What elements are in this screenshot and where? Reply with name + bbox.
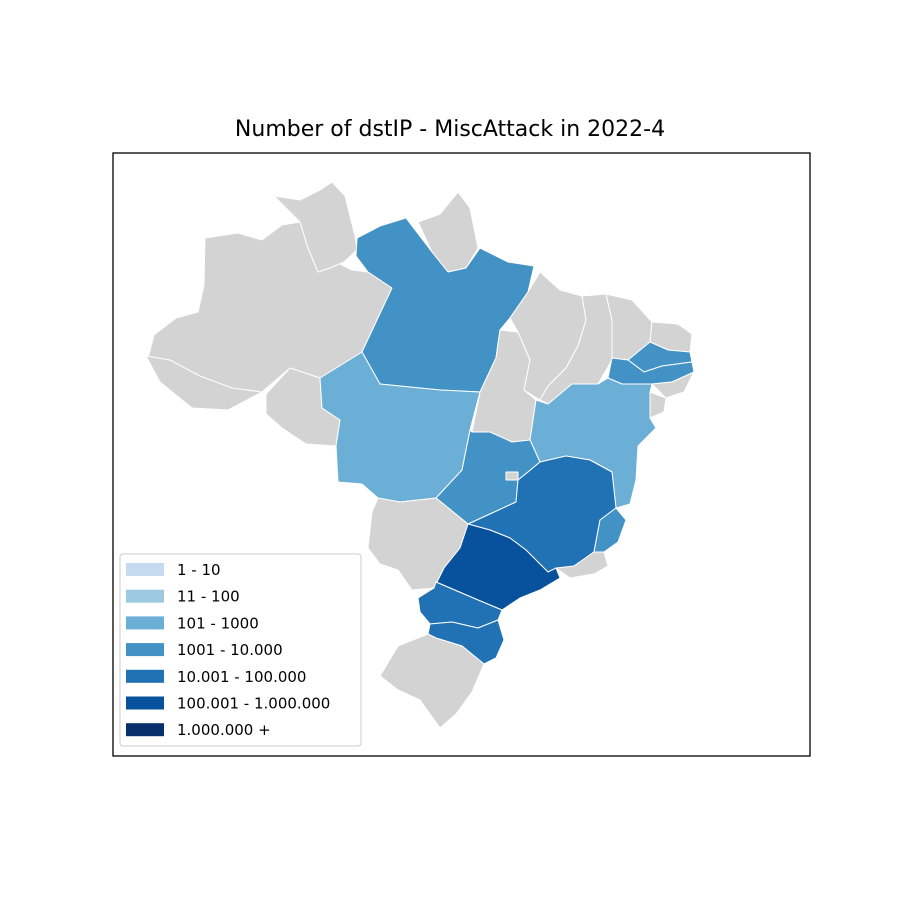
legend-label: 1.000.000 + — [177, 721, 271, 739]
legend-swatch — [126, 669, 164, 683]
region-ac[interactable] — [145, 355, 263, 411]
region-al[interactable] — [651, 371, 695, 399]
state-layer — [145, 181, 695, 729]
region-rr[interactable] — [273, 181, 358, 273]
legend-box — [119, 553, 362, 747]
map-title: Number of dstIP - MiscAttack in 2022-4 — [234, 117, 666, 142]
region-rs[interactable] — [379, 633, 485, 729]
legend-swatch — [126, 696, 164, 710]
legend-swatch — [126, 643, 164, 657]
legend-label: 10.001 - 100.000 — [177, 668, 306, 686]
legend-swatch — [126, 723, 164, 737]
legend-label: 1 - 10 — [177, 561, 221, 579]
legend-label: 101 - 1000 — [177, 614, 259, 632]
map-legend: 1 - 10 11 - 100 101 - 1000 1001 - 10.000 10.… — [119, 553, 362, 747]
legend-label: 1001 - 10.000 — [177, 641, 283, 659]
legend-swatch — [126, 589, 164, 603]
map-frame — [112, 152, 811, 757]
legend-label: 100.001 - 1.000.000 — [177, 695, 330, 713]
legend-label: 11 - 100 — [177, 588, 240, 606]
region-df[interactable] — [505, 471, 519, 481]
legend-swatch — [126, 563, 164, 576]
region-rj[interactable] — [555, 551, 609, 579]
legend-swatch — [126, 616, 164, 630]
